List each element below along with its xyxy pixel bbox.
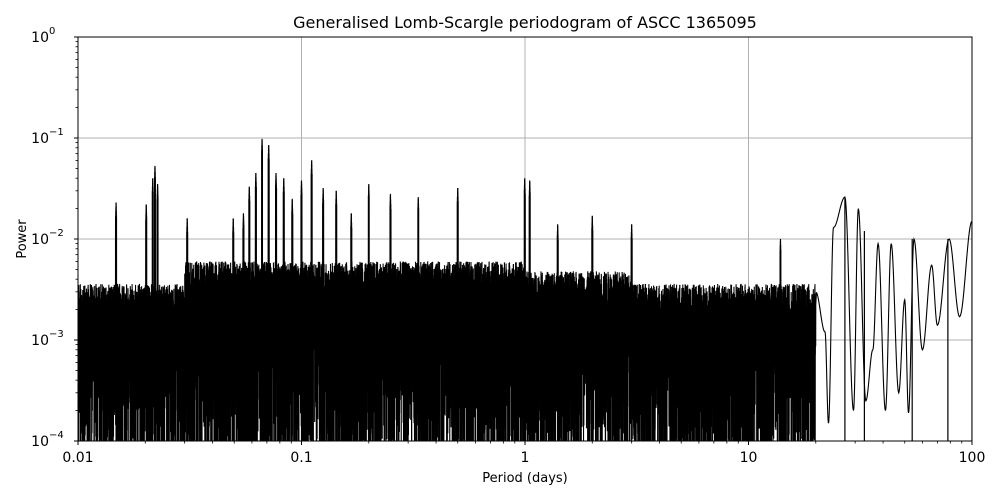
y-tick-label-exponent: 0 [49, 26, 55, 37]
y-tick-label-base: 10 [31, 30, 49, 46]
x-tick-label: 0.1 [290, 450, 312, 466]
y-tick-label-base: 10 [31, 434, 49, 450]
y-tick-label-exponent: −2 [49, 228, 64, 239]
x-tick-label: 1 [521, 450, 530, 466]
x-tick-label: 10 [740, 450, 758, 466]
y-tick-label-exponent: −1 [49, 127, 64, 138]
chart-title: Generalised Lomb-Scargle periodogram of … [293, 13, 757, 32]
x-tick-label: 100 [959, 450, 986, 466]
y-tick-label-base: 10 [31, 333, 49, 349]
y-tick-label-exponent: −4 [49, 430, 64, 441]
y-tick-label-exponent: −3 [49, 329, 64, 340]
y-tick-label-base: 10 [31, 131, 49, 147]
periodogram-line [78, 140, 972, 441]
y-axis-label: Power [15, 219, 30, 259]
y-tick-label-base: 10 [31, 232, 49, 248]
x-axis-label: Period (days) [482, 471, 568, 486]
data-layer [78, 138, 972, 441]
x-tick-label: 0.01 [62, 450, 93, 466]
